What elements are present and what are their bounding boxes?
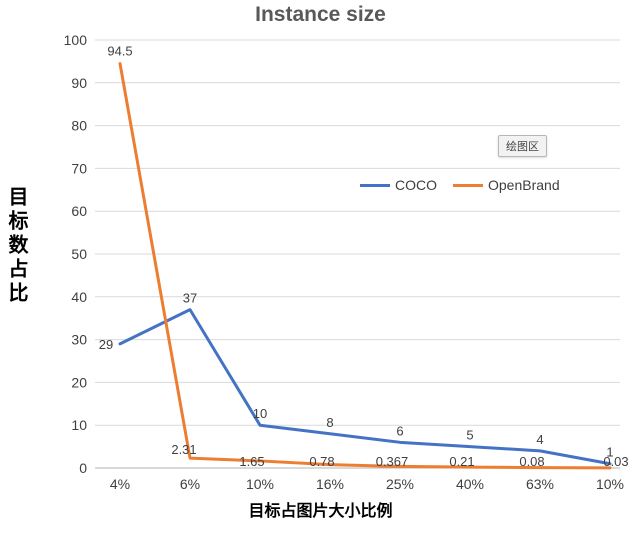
data-label: 4	[536, 432, 543, 447]
legend-label: OpenBrand	[488, 177, 560, 193]
y-tick-label: 70	[71, 160, 87, 176]
data-label: 0.03	[603, 454, 628, 469]
y-tick-label: 100	[64, 32, 88, 48]
x-tick-label: 6%	[180, 476, 200, 492]
plot-area-badge: 绘图区	[498, 135, 547, 157]
legend-item-coco: COCO	[360, 177, 437, 193]
legend-item-openbrand: OpenBrand	[453, 177, 560, 193]
y-tick-label: 30	[71, 332, 87, 348]
data-label: 5	[466, 428, 473, 443]
x-tick-label: 16%	[316, 476, 344, 492]
y-tick-label: 10	[71, 417, 87, 433]
y-tick-label: 60	[71, 203, 87, 219]
data-label: 29	[99, 337, 113, 352]
y-axis-title: 目标数占比	[5, 186, 27, 306]
y-tick-label: 50	[71, 246, 87, 262]
chart-legend: COCO OpenBrand	[360, 177, 560, 193]
data-label: 37	[183, 291, 197, 306]
chart-title: Instance size	[255, 3, 386, 26]
y-tick-label: 40	[71, 289, 87, 305]
data-label: 94.5	[107, 44, 132, 59]
data-label: 8	[326, 415, 333, 430]
series-line-coco	[118, 308, 612, 466]
data-label: 1	[606, 445, 613, 460]
y-tick-label: 80	[71, 118, 87, 134]
x-tick-label: 10%	[596, 476, 624, 492]
data-label: 6	[396, 423, 403, 438]
x-tick-label: 4%	[110, 476, 130, 492]
x-tick-label: 40%	[456, 476, 484, 492]
data-label: 0.78	[309, 454, 334, 469]
y-tick-label: 20	[71, 374, 87, 390]
legend-label: COCO	[395, 177, 437, 193]
data-label: 10	[253, 406, 267, 421]
data-label: 2.31	[171, 442, 196, 457]
x-tick-label: 25%	[386, 476, 414, 492]
x-axis-title: 目标占图片大小比例	[248, 503, 393, 520]
y-tick-label: 90	[71, 75, 87, 91]
data-label: 0.08	[519, 454, 544, 469]
data-label: 0.367	[376, 454, 409, 469]
data-label: 1.65	[239, 454, 264, 469]
legend-line-swatch	[453, 183, 483, 187]
y-tick-label: 0	[79, 460, 87, 476]
x-tick-label: 10%	[246, 476, 274, 492]
legend-line-swatch	[360, 183, 390, 187]
data-label: 0.21	[449, 454, 474, 469]
x-tick-label: 63%	[526, 476, 554, 492]
series-line-openbrand	[118, 62, 612, 470]
